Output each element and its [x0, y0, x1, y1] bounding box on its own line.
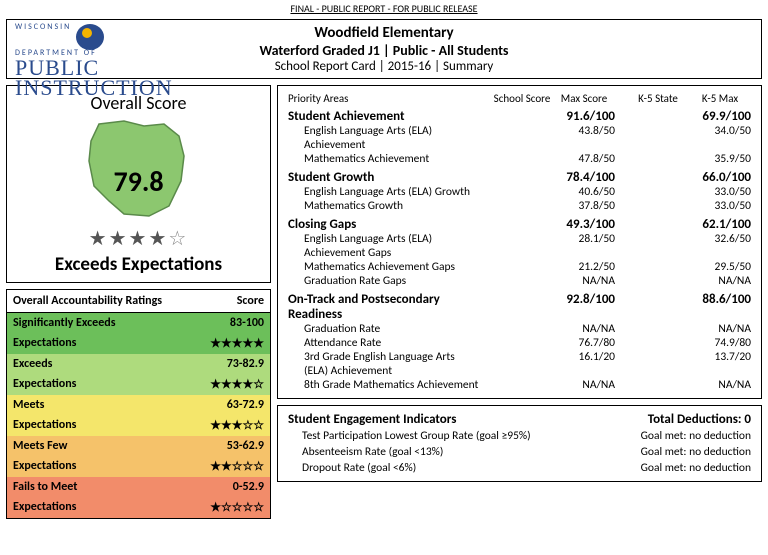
logo-state: WISCONSIN — [15, 22, 71, 32]
rating-label: Exceeds Expectations — [7, 253, 270, 276]
ratings-header-left: Overall Accountability Ratings — [13, 294, 162, 308]
engagement-row: Test Participation Lowest Group Rate (go… — [288, 429, 751, 443]
priority-sub-row: 3rd Grade English Language Arts (ELA) Ac… — [288, 350, 751, 378]
priority-section-title: Closing Gaps49.3/10062.1/100 — [288, 217, 751, 232]
wisconsin-shape-icon: 79.8 — [69, 116, 209, 226]
rating-row: Expectations★☆☆☆☆ — [7, 497, 270, 518]
pa-header-school: School Score — [491, 92, 553, 105]
priority-section-title: On-Track and Postsecondary Readiness92.8… — [288, 292, 751, 322]
dpi-logo: WISCONSIN DEPARTMENT OF PUBLIC INSTRUCTI… — [15, 22, 173, 98]
priority-sub-row: Mathematics Growth37.8/5033.0/50 — [288, 199, 751, 213]
rating-row: Expectations★★★★☆ — [7, 374, 270, 395]
ratings-header-right: Score — [237, 294, 264, 308]
priority-panel: Priority Areas School Score Max Score K-… — [277, 85, 762, 399]
rating-row: Exceeds73-82.9 — [7, 354, 270, 374]
pa-header-kmax: K-5 Max — [689, 92, 751, 105]
pa-header-state: K-5 State — [627, 92, 689, 105]
priority-sub-row: English Language Arts (ELA) Achievement4… — [288, 124, 751, 152]
priority-sub-row: Attendance Rate76.7/8074.9/80 — [288, 336, 751, 350]
release-line: FINAL - PUBLIC REPORT - FOR PUBLIC RELEA… — [0, 0, 768, 17]
rating-row: Expectations★★★★★ — [7, 333, 270, 354]
logo-instruction: INSTRUCTION — [15, 78, 173, 98]
priority-sub-row: Mathematics Achievement47.8/5035.9/50 — [288, 152, 751, 166]
rating-row: Significantly Exceeds83-100 — [7, 313, 270, 333]
engagement-panel: Student Engagement Indicators Total Dedu… — [277, 405, 762, 482]
priority-sub-row: English Language Arts (ELA) Achievement … — [288, 232, 751, 260]
rating-row: Fails to Meet0-52.9 — [7, 477, 270, 497]
logo-mark-icon — [76, 24, 104, 50]
priority-sub-row: English Language Arts (ELA) Growth40.6/5… — [288, 185, 751, 199]
rating-row: Expectations★★☆☆☆ — [7, 456, 270, 477]
pa-header-name: Priority Areas — [288, 92, 491, 105]
rating-row: Expectations★★★☆☆ — [7, 415, 270, 436]
priority-sub-row: Mathematics Achievement Gaps21.2/5029.5/… — [288, 260, 751, 274]
priority-sub-row: Graduation RateNA/NANA/NA — [288, 322, 751, 336]
pa-header-max: Max Score — [553, 92, 615, 105]
priority-sub-row: Graduation Rate GapsNA/NANA/NA — [288, 274, 751, 288]
engagement-row: Absenteeism Rate (goal <13%)Goal met: no… — [288, 445, 751, 459]
priority-section-title: Student Achievement91.6/10069.9/100 — [288, 109, 751, 124]
priority-sub-row: 8th Grade Mathematics AchievementNA/NANA… — [288, 378, 751, 392]
engagement-total: Total Deductions: 0 — [648, 412, 751, 427]
header-box: WISCONSIN DEPARTMENT OF PUBLIC INSTRUCTI… — [6, 19, 762, 79]
overall-score: 79.8 — [69, 164, 209, 199]
rating-row: Meets63-72.9 — [7, 395, 270, 415]
engagement-title: Student Engagement Indicators — [288, 412, 456, 427]
engagement-row: Dropout Rate (goal <6%)Goal met: no dedu… — [288, 461, 751, 475]
ratings-table: Overall Accountability Ratings Score Sig… — [6, 289, 271, 519]
overall-panel: Overall Score 79.8 ★★★★☆ Exceeds Expecta… — [6, 85, 271, 283]
rating-row: Meets Few53-62.9 — [7, 436, 270, 456]
priority-section-title: Student Growth78.4/10066.0/100 — [288, 170, 751, 185]
star-rating: ★★★★☆ — [7, 226, 270, 251]
